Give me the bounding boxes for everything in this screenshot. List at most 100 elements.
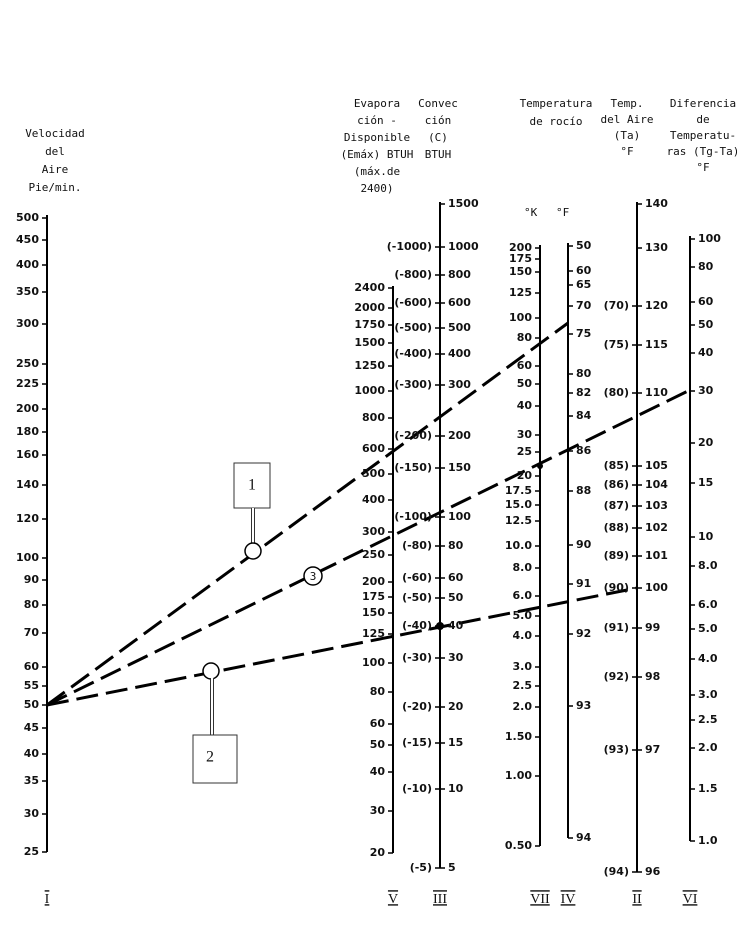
tick-label: 20 [698, 436, 714, 449]
tick-label: (-400) [394, 347, 432, 360]
tick-label: (-100) [394, 510, 432, 523]
tick-label: (70) [604, 299, 629, 312]
tick-label: 12.5 [505, 514, 532, 527]
header-text: °F [620, 145, 633, 158]
tick-label: (92) [604, 670, 629, 683]
tick-label: 1.00 [505, 769, 532, 782]
tick-label: (-50) [402, 591, 432, 604]
tick-label: 96 [645, 865, 661, 878]
tick-label: 600 [448, 296, 471, 309]
tick-label: (-1000) [387, 240, 432, 253]
header-text: 2400) [360, 182, 393, 195]
tick-label: 99 [645, 621, 660, 634]
tick-label: 2.5 [698, 713, 718, 726]
axis-numeral: VI [683, 892, 698, 907]
callout-1: 1 [233, 462, 271, 560]
tick-label: 180 [16, 425, 39, 438]
tick-label: 60 [24, 660, 40, 673]
tick-label: 100 [16, 551, 39, 564]
tick-label: 25 [517, 445, 532, 458]
callout-label: 2 [206, 749, 214, 766]
tick-label: 2.5 [513, 679, 533, 692]
tick-label: (90) [604, 581, 629, 594]
tick-label: (-40) [402, 619, 432, 632]
tick-label: 1000 [354, 384, 385, 397]
header-text: del [45, 145, 65, 158]
tick-label: (87) [604, 499, 629, 512]
tick-label: 250 [362, 548, 385, 561]
tick-label: 5.0 [513, 609, 533, 622]
tick-label: 90 [24, 573, 40, 586]
tick-label: (86) [604, 478, 629, 491]
tick-label: 150 [509, 265, 532, 278]
tick-label: 60 [517, 359, 533, 372]
tick-label: 1.50 [505, 730, 532, 743]
tick-label: 15 [448, 736, 463, 749]
tick-label: (-600) [394, 296, 432, 309]
tick-label: 50 [448, 591, 464, 604]
tick-label: 225 [16, 377, 39, 390]
tick-label: 80 [576, 367, 592, 380]
tick-label: 88 [576, 484, 591, 497]
axis-numeral: VII [530, 892, 550, 907]
header-text: Temperatura [520, 97, 593, 110]
tick-label: (91) [604, 621, 629, 634]
tick-label: 25 [24, 845, 39, 858]
tick-label: 15.0 [505, 498, 532, 511]
tick-label: 97 [645, 743, 660, 756]
tick-label: 300 [16, 317, 39, 330]
tick-label: 200 [16, 402, 39, 415]
header-text: BTUH [425, 148, 452, 161]
callout-label: 1 [248, 477, 256, 494]
unit-label: °F [556, 206, 569, 219]
tick-label: 105 [645, 459, 668, 472]
tick-label: 0.50 [505, 839, 532, 852]
tick-label: 4.0 [698, 652, 718, 665]
tick-label: (-800) [394, 268, 432, 281]
tick-label: 175 [362, 590, 385, 603]
header-text: de rocío [530, 115, 583, 128]
tick-label: (-10) [402, 782, 432, 795]
axes: 5004504003503002502252001801601401201009… [16, 197, 721, 907]
tick-label: (-500) [394, 321, 432, 334]
tick-label: 300 [362, 525, 385, 538]
tick-label: 30 [517, 428, 533, 441]
tick-label: 5 [448, 861, 456, 874]
tick-label: 10 [448, 782, 464, 795]
header-text: Velocidad [25, 127, 85, 140]
tick-label: 101 [645, 549, 668, 562]
tick-label: (93) [604, 743, 629, 756]
tick-label: 300 [448, 378, 471, 391]
header-text: °F [696, 161, 709, 174]
tick-label: 8.0 [513, 561, 533, 574]
tick-label: 160 [16, 448, 39, 461]
tick-label: 50 [370, 738, 386, 751]
tick-label: (80) [604, 386, 629, 399]
tick-label: 30 [448, 651, 464, 664]
tick-label: 104 [645, 478, 668, 491]
tick-label: 2.0 [698, 741, 718, 754]
tick-label: 110 [645, 386, 668, 399]
tick-label: 40 [24, 747, 40, 760]
tick-label: 140 [16, 478, 39, 491]
tick-label: 30 [370, 804, 386, 817]
header-text: (C) [428, 131, 448, 144]
tick-label: 150 [448, 461, 471, 474]
tick-label: 1500 [354, 336, 385, 349]
tick-label: 2400 [354, 281, 385, 294]
tick-label: 130 [645, 241, 668, 254]
tick-label: 125 [509, 286, 532, 299]
unit-label: °K [524, 206, 538, 219]
tick-label: (-60) [402, 571, 432, 584]
tick-label: 35 [24, 774, 39, 787]
tick-label: (75) [604, 338, 629, 351]
tick-label: 102 [645, 521, 668, 534]
tick-label: 40 [448, 619, 464, 632]
header-text: Temp. [610, 97, 643, 110]
tick-label: 800 [448, 268, 471, 281]
tick-label: 70 [24, 626, 40, 639]
tick-label: 86 [576, 444, 592, 457]
tick-label: 450 [16, 233, 39, 246]
tick-label: 30 [698, 384, 714, 397]
